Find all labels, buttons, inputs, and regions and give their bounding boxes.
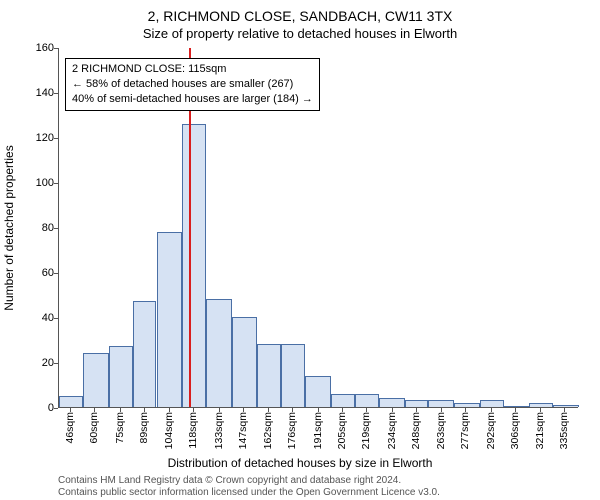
histogram-bar	[379, 398, 405, 407]
y-tick-mark	[54, 318, 58, 319]
histogram-bar	[206, 299, 232, 407]
info-box: 2 RICHMOND CLOSE: 115sqm ← 58% of detach…	[65, 58, 320, 111]
y-tick-mark	[54, 363, 58, 364]
footer-line-1: Contains HM Land Registry data © Crown c…	[58, 475, 401, 486]
histogram-bar	[553, 405, 579, 407]
x-tick-label: 321sqm	[534, 412, 546, 449]
x-tick-mark	[540, 408, 541, 412]
x-tick-mark	[465, 408, 466, 412]
y-tick-mark	[54, 273, 58, 274]
y-tick-label: 160	[14, 42, 54, 54]
x-tick-label: 219sqm	[360, 412, 372, 449]
x-tick-label: 277sqm	[459, 412, 471, 449]
x-tick-label: 75sqm	[114, 412, 126, 444]
info-line-3: 40% of semi-detached houses are larger (…	[72, 92, 313, 107]
x-tick-mark	[70, 408, 71, 412]
x-axis-label: Distribution of detached houses by size …	[0, 456, 600, 470]
histogram-bar	[305, 376, 331, 408]
x-tick-label: 234sqm	[386, 412, 398, 449]
x-tick-mark	[120, 408, 121, 412]
histogram-bar	[109, 346, 133, 407]
y-tick-mark	[54, 183, 58, 184]
x-tick-label: 104sqm	[163, 412, 175, 449]
x-tick-label: 133sqm	[213, 412, 225, 449]
y-tick-mark	[54, 408, 58, 409]
x-tick-mark	[416, 408, 417, 412]
x-tick-mark	[318, 408, 319, 412]
x-tick-label: 162sqm	[262, 412, 274, 449]
x-tick-label: 176sqm	[286, 412, 298, 449]
info-line-2: ← 58% of detached houses are smaller (26…	[72, 77, 313, 92]
x-tick-mark	[219, 408, 220, 412]
x-tick-mark	[243, 408, 244, 412]
x-tick-label: 46sqm	[64, 412, 76, 444]
histogram-bar	[232, 317, 258, 407]
y-tick-label: 120	[14, 132, 54, 144]
histogram-bar	[504, 406, 530, 407]
title-line-1: 2, RICHMOND CLOSE, SANDBACH, CW11 3TX	[0, 8, 600, 24]
y-tick-label: 40	[14, 312, 54, 324]
x-tick-mark	[169, 408, 170, 412]
y-tick-label: 60	[14, 267, 54, 279]
x-tick-mark	[366, 408, 367, 412]
histogram-bar	[405, 400, 429, 407]
x-tick-label: 248sqm	[410, 412, 422, 449]
x-tick-label: 263sqm	[435, 412, 447, 449]
y-tick-mark	[54, 228, 58, 229]
x-tick-mark	[515, 408, 516, 412]
histogram-bar	[480, 400, 504, 407]
histogram-bar	[257, 344, 281, 407]
x-tick-mark	[268, 408, 269, 412]
histogram-bar	[529, 403, 553, 408]
histogram-bar	[83, 353, 109, 407]
x-tick-label: 191sqm	[312, 412, 324, 449]
histogram-bar	[454, 403, 480, 408]
y-tick-label: 140	[14, 87, 54, 99]
info-line-1: 2 RICHMOND CLOSE: 115sqm	[72, 62, 313, 77]
x-tick-mark	[292, 408, 293, 412]
histogram-bar	[157, 232, 183, 408]
x-tick-mark	[193, 408, 194, 412]
histogram-bar	[182, 124, 206, 408]
y-tick-label: 0	[14, 402, 54, 414]
y-tick-mark	[54, 138, 58, 139]
x-tick-label: 118sqm	[187, 412, 199, 449]
x-tick-label: 89sqm	[138, 412, 150, 444]
x-tick-mark	[342, 408, 343, 412]
histogram-bar	[355, 394, 379, 408]
x-tick-mark	[441, 408, 442, 412]
histogram-bar	[331, 394, 355, 408]
x-tick-label: 147sqm	[237, 412, 249, 449]
chart-container: 2, RICHMOND CLOSE, SANDBACH, CW11 3TX Si…	[0, 0, 600, 500]
y-tick-mark	[54, 48, 58, 49]
x-tick-mark	[491, 408, 492, 412]
title-line-2: Size of property relative to detached ho…	[0, 26, 600, 41]
x-tick-label: 335sqm	[558, 412, 570, 449]
footer-line-2: Contains public sector information licen…	[58, 487, 440, 498]
x-tick-mark	[392, 408, 393, 412]
histogram-bar	[281, 344, 305, 407]
y-tick-mark	[54, 93, 58, 94]
y-tick-label: 100	[14, 177, 54, 189]
histogram-bar	[133, 301, 157, 407]
x-tick-mark	[144, 408, 145, 412]
x-tick-label: 306sqm	[509, 412, 521, 449]
x-tick-mark	[94, 408, 95, 412]
x-tick-mark	[564, 408, 565, 412]
x-tick-label: 60sqm	[88, 412, 100, 444]
histogram-bar	[428, 400, 454, 407]
y-tick-label: 80	[14, 222, 54, 234]
histogram-bar	[59, 396, 83, 407]
x-tick-label: 292sqm	[485, 412, 497, 449]
y-tick-label: 20	[14, 357, 54, 369]
x-tick-label: 205sqm	[336, 412, 348, 449]
